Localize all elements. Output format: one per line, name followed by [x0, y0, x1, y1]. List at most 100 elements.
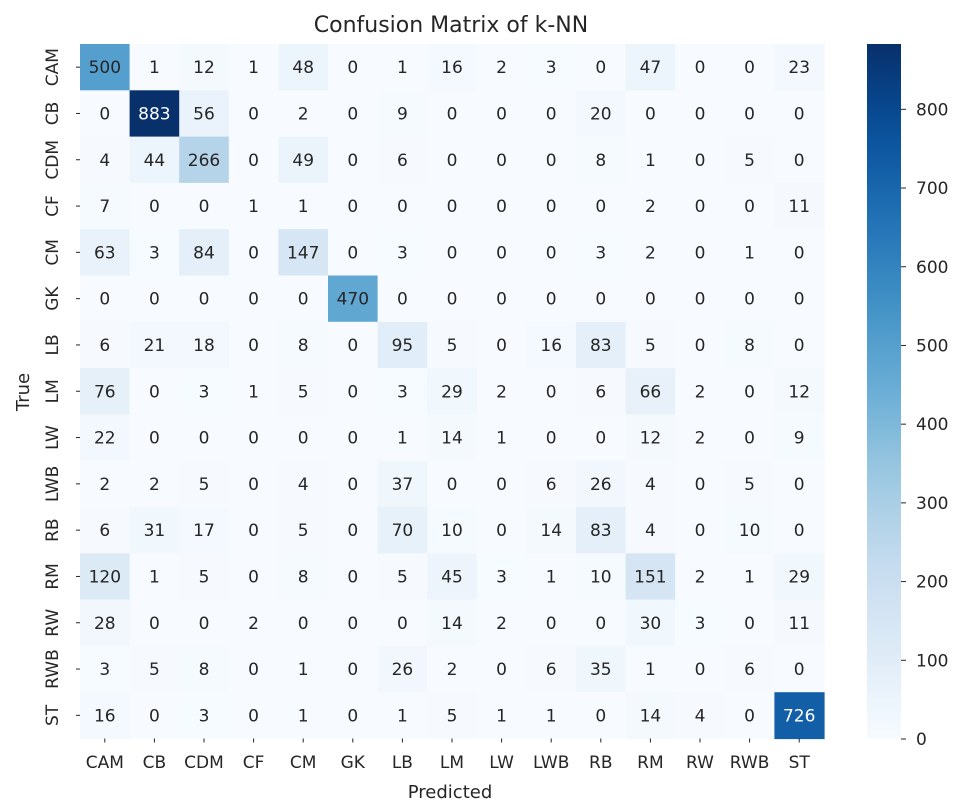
cell-value-label: 3	[695, 614, 706, 634]
heatmap-cell	[179, 275, 230, 323]
heatmap-cell	[526, 507, 577, 554]
heatmap-cell	[377, 599, 428, 647]
y-tick-label: LM	[43, 379, 63, 403]
heatmap-cell	[526, 553, 577, 601]
cell-value-label: 11	[788, 614, 810, 634]
heatmap-cell	[377, 414, 428, 462]
cell-value-label: 1	[645, 151, 656, 171]
y-tick-label: CM	[43, 239, 63, 266]
x-tick-label: CF	[243, 753, 265, 773]
heatmap-cell	[129, 599, 180, 647]
heatmap-cell	[228, 599, 279, 647]
cell-value-label: 0	[149, 614, 160, 634]
heatmap-cell	[675, 321, 726, 369]
heatmap-cell	[80, 229, 131, 277]
cell-value-label: 0	[347, 151, 358, 171]
cell-value-label: 21	[144, 336, 166, 356]
heatmap-cell	[278, 507, 329, 554]
cell-value-label: 0	[546, 614, 557, 634]
cell-value-label: 0	[496, 660, 507, 680]
heatmap-cell	[278, 692, 329, 740]
cell-value-label: 0	[695, 660, 706, 680]
cell-value-label: 0	[149, 429, 160, 449]
cell-value-label: 31	[144, 521, 166, 541]
heatmap-cell	[526, 321, 577, 369]
heatmap-cell	[80, 90, 131, 138]
y-tick-label: CDM	[43, 140, 63, 180]
cell-value-label: 0	[248, 660, 259, 680]
heatmap-cell	[328, 90, 379, 138]
heatmap-cell	[328, 136, 379, 184]
cell-value-label: 0	[744, 290, 755, 310]
cell-value-label: 6	[99, 521, 110, 541]
cell-value-label: 3	[595, 243, 606, 263]
x-tick-label: CAM	[86, 753, 124, 773]
cell-value-label: 35	[590, 660, 612, 680]
cell-value-label: 30	[640, 614, 662, 634]
heatmap-cell	[427, 182, 478, 230]
cell-value-label: 66	[640, 382, 662, 402]
heatmap-cell	[476, 645, 527, 693]
heatmap-cell	[328, 275, 379, 323]
heatmap-cell	[576, 414, 627, 462]
heatmap-cell	[724, 136, 775, 184]
heatmap-cell	[526, 275, 577, 323]
heatmap-cell	[228, 136, 279, 184]
heatmap-cell	[576, 136, 627, 184]
cell-value-label: 8	[199, 660, 210, 680]
heatmap-cell	[427, 414, 478, 462]
heatmap-cell	[526, 692, 577, 740]
heatmap-cell	[427, 275, 478, 323]
heatmap-cell	[576, 275, 627, 323]
cell-value-label: 2	[496, 614, 507, 634]
heatmap-cell	[80, 368, 131, 415]
heatmap-cell	[576, 44, 627, 91]
cell-value-label: 1	[397, 429, 408, 449]
cell-value-label: 0	[347, 614, 358, 634]
heatmap-cell	[427, 460, 478, 508]
heatmap-cell	[179, 321, 230, 369]
heatmap-cell	[228, 182, 279, 230]
cell-value-label: 6	[397, 151, 408, 171]
heatmap-cell	[377, 368, 428, 415]
cell-value-label: 0	[149, 382, 160, 402]
heatmap-cell	[228, 368, 279, 415]
cell-value-label: 9	[397, 104, 408, 124]
heatmap-cell	[576, 182, 627, 230]
heatmap-cell	[129, 275, 180, 323]
heatmap-cell	[724, 44, 775, 91]
heatmap-cell	[427, 645, 478, 693]
heatmap-cell	[774, 553, 825, 601]
heatmap-cell	[80, 414, 131, 462]
cell-value-label: 3	[397, 382, 408, 402]
heatmap-cell	[278, 599, 329, 647]
cell-value-label: 10	[441, 521, 463, 541]
heatmap-cell	[80, 275, 131, 323]
heatmap-cell	[576, 229, 627, 277]
cell-value-label: 47	[640, 58, 662, 78]
cell-value-label: 76	[94, 382, 116, 402]
cell-value-label: 0	[447, 290, 458, 310]
cell-value-label: 4	[298, 475, 309, 495]
cell-value-label: 10	[590, 567, 612, 587]
heatmap-cell	[576, 321, 627, 369]
cell-value-label: 6	[744, 660, 755, 680]
heatmap-cell	[526, 414, 577, 462]
cell-value-label: 2	[248, 614, 259, 634]
heatmap-cell	[129, 645, 180, 693]
cell-value-label: 5	[744, 475, 755, 495]
heatmap-cell	[179, 460, 230, 508]
cell-value-label: 83	[590, 521, 612, 541]
heatmap-cell	[625, 44, 676, 91]
heatmap-cell	[675, 229, 726, 277]
heatmap-cell	[129, 90, 180, 138]
heatmap-cell	[278, 321, 329, 369]
cell-value-label: 0	[347, 382, 358, 402]
cell-value-label: 0	[794, 290, 805, 310]
heatmap-cell	[476, 507, 527, 554]
cell-value-label: 0	[744, 614, 755, 634]
heatmap-cell	[228, 90, 279, 138]
heatmap-cell	[328, 645, 379, 693]
heatmap-cell	[129, 507, 180, 554]
